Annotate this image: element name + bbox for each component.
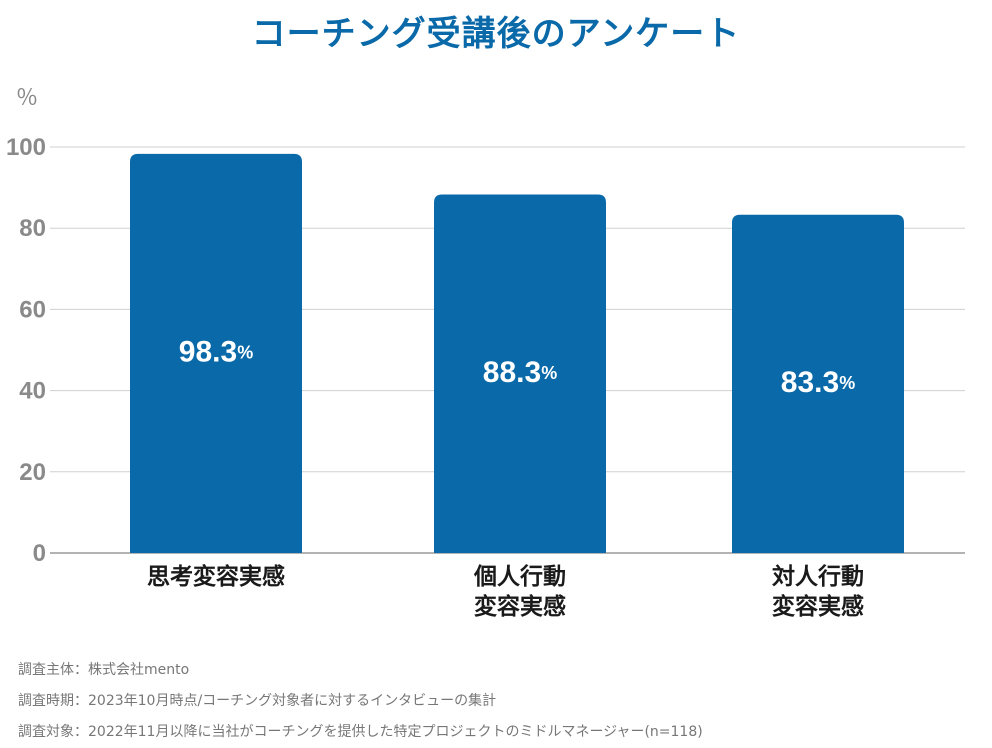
footnote-survey-organizer: 調査主体：株式会社mento	[18, 662, 190, 678]
x-category-label: 個人行動	[473, 563, 566, 590]
data-label-value: 98.3	[179, 335, 237, 368]
y-tick-label: 80	[19, 215, 46, 242]
data-label-value: 83.3	[781, 366, 839, 399]
bar	[732, 214, 904, 553]
y-tick-label: 100	[6, 134, 46, 161]
x-category-label: 対人行動	[772, 563, 864, 590]
chart-title: コーチング受講後のアンケート	[251, 14, 741, 54]
y-tick-label: 20	[19, 459, 46, 486]
footnote-survey-period: 調査時期：2023年10月時点/コーチング対象者に対するインタビューの集計	[18, 693, 497, 709]
data-label-unit: %	[237, 342, 253, 362]
data-label: 88.3%	[483, 356, 557, 389]
data-label: 83.3%	[781, 366, 855, 399]
data-label-value: 88.3	[483, 356, 541, 389]
x-category-label: 変容実感	[772, 593, 864, 620]
y-tick-label: 60	[19, 296, 46, 323]
data-label: 98.3%	[179, 335, 253, 368]
footnotes: 調査主体：株式会社mento 調査時期：2023年10月時点/コーチング対象者に…	[18, 655, 703, 748]
x-category-label: 変容実感	[474, 593, 566, 620]
footnote-survey-target: 調査対象：2022年11月以降に当社がコーチングを提供した特定プロジェクトのミド…	[18, 724, 703, 740]
bar	[434, 194, 606, 553]
bar	[130, 153, 302, 554]
data-label-unit: %	[541, 363, 557, 383]
y-tick-label: 40	[19, 378, 46, 405]
y-axis-unit-label: ％	[16, 86, 39, 111]
data-label-unit: %	[839, 373, 855, 393]
y-tick-label: 0	[33, 540, 46, 567]
x-category-label: 思考変容実感	[147, 563, 285, 590]
